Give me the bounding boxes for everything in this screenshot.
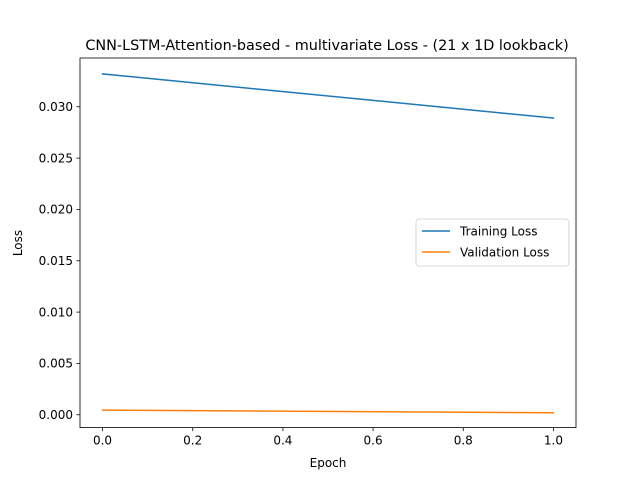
chart-title: CNN-LSTM-Attention-based - multivariate … — [85, 38, 568, 54]
x-tick-label: 0.6 — [364, 434, 383, 448]
y-tick-label: 0.020 — [39, 203, 73, 217]
x-tick-label: 0.2 — [183, 434, 202, 448]
y-axis-ticks: 0.000 0.005 0.010 0.015 0.020 0.025 0.030 — [39, 100, 80, 422]
y-axis-label: Loss — [11, 230, 25, 256]
legend: Training Loss Validation Loss — [415, 218, 570, 267]
y-tick-label: 0.000 — [39, 408, 73, 422]
x-tick-label: 0.8 — [454, 434, 473, 448]
x-axis-ticks: 0.0 0.2 0.4 0.6 0.8 1.0 — [93, 427, 563, 448]
x-tick-label: 0.4 — [273, 434, 292, 448]
y-tick-label: 0.010 — [39, 305, 73, 319]
series-layer — [101, 73, 555, 414]
axes-border — [79, 57, 577, 429]
y-tick-label: 0.015 — [39, 254, 73, 268]
x-tick-label: 1.0 — [544, 434, 563, 448]
y-tick-label: 0.030 — [39, 100, 73, 114]
legend-box — [415, 218, 570, 267]
series-line-training-loss — [101, 73, 555, 119]
x-axis-label: Epoch — [310, 456, 347, 470]
series-line-validation-loss — [101, 409, 555, 414]
legend-label: Training Loss — [459, 224, 537, 238]
legend-label: Validation Loss — [460, 245, 549, 259]
y-tick-label: 0.005 — [39, 357, 73, 371]
x-tick-label: 0.0 — [93, 434, 112, 448]
y-tick-label: 0.025 — [39, 151, 73, 165]
